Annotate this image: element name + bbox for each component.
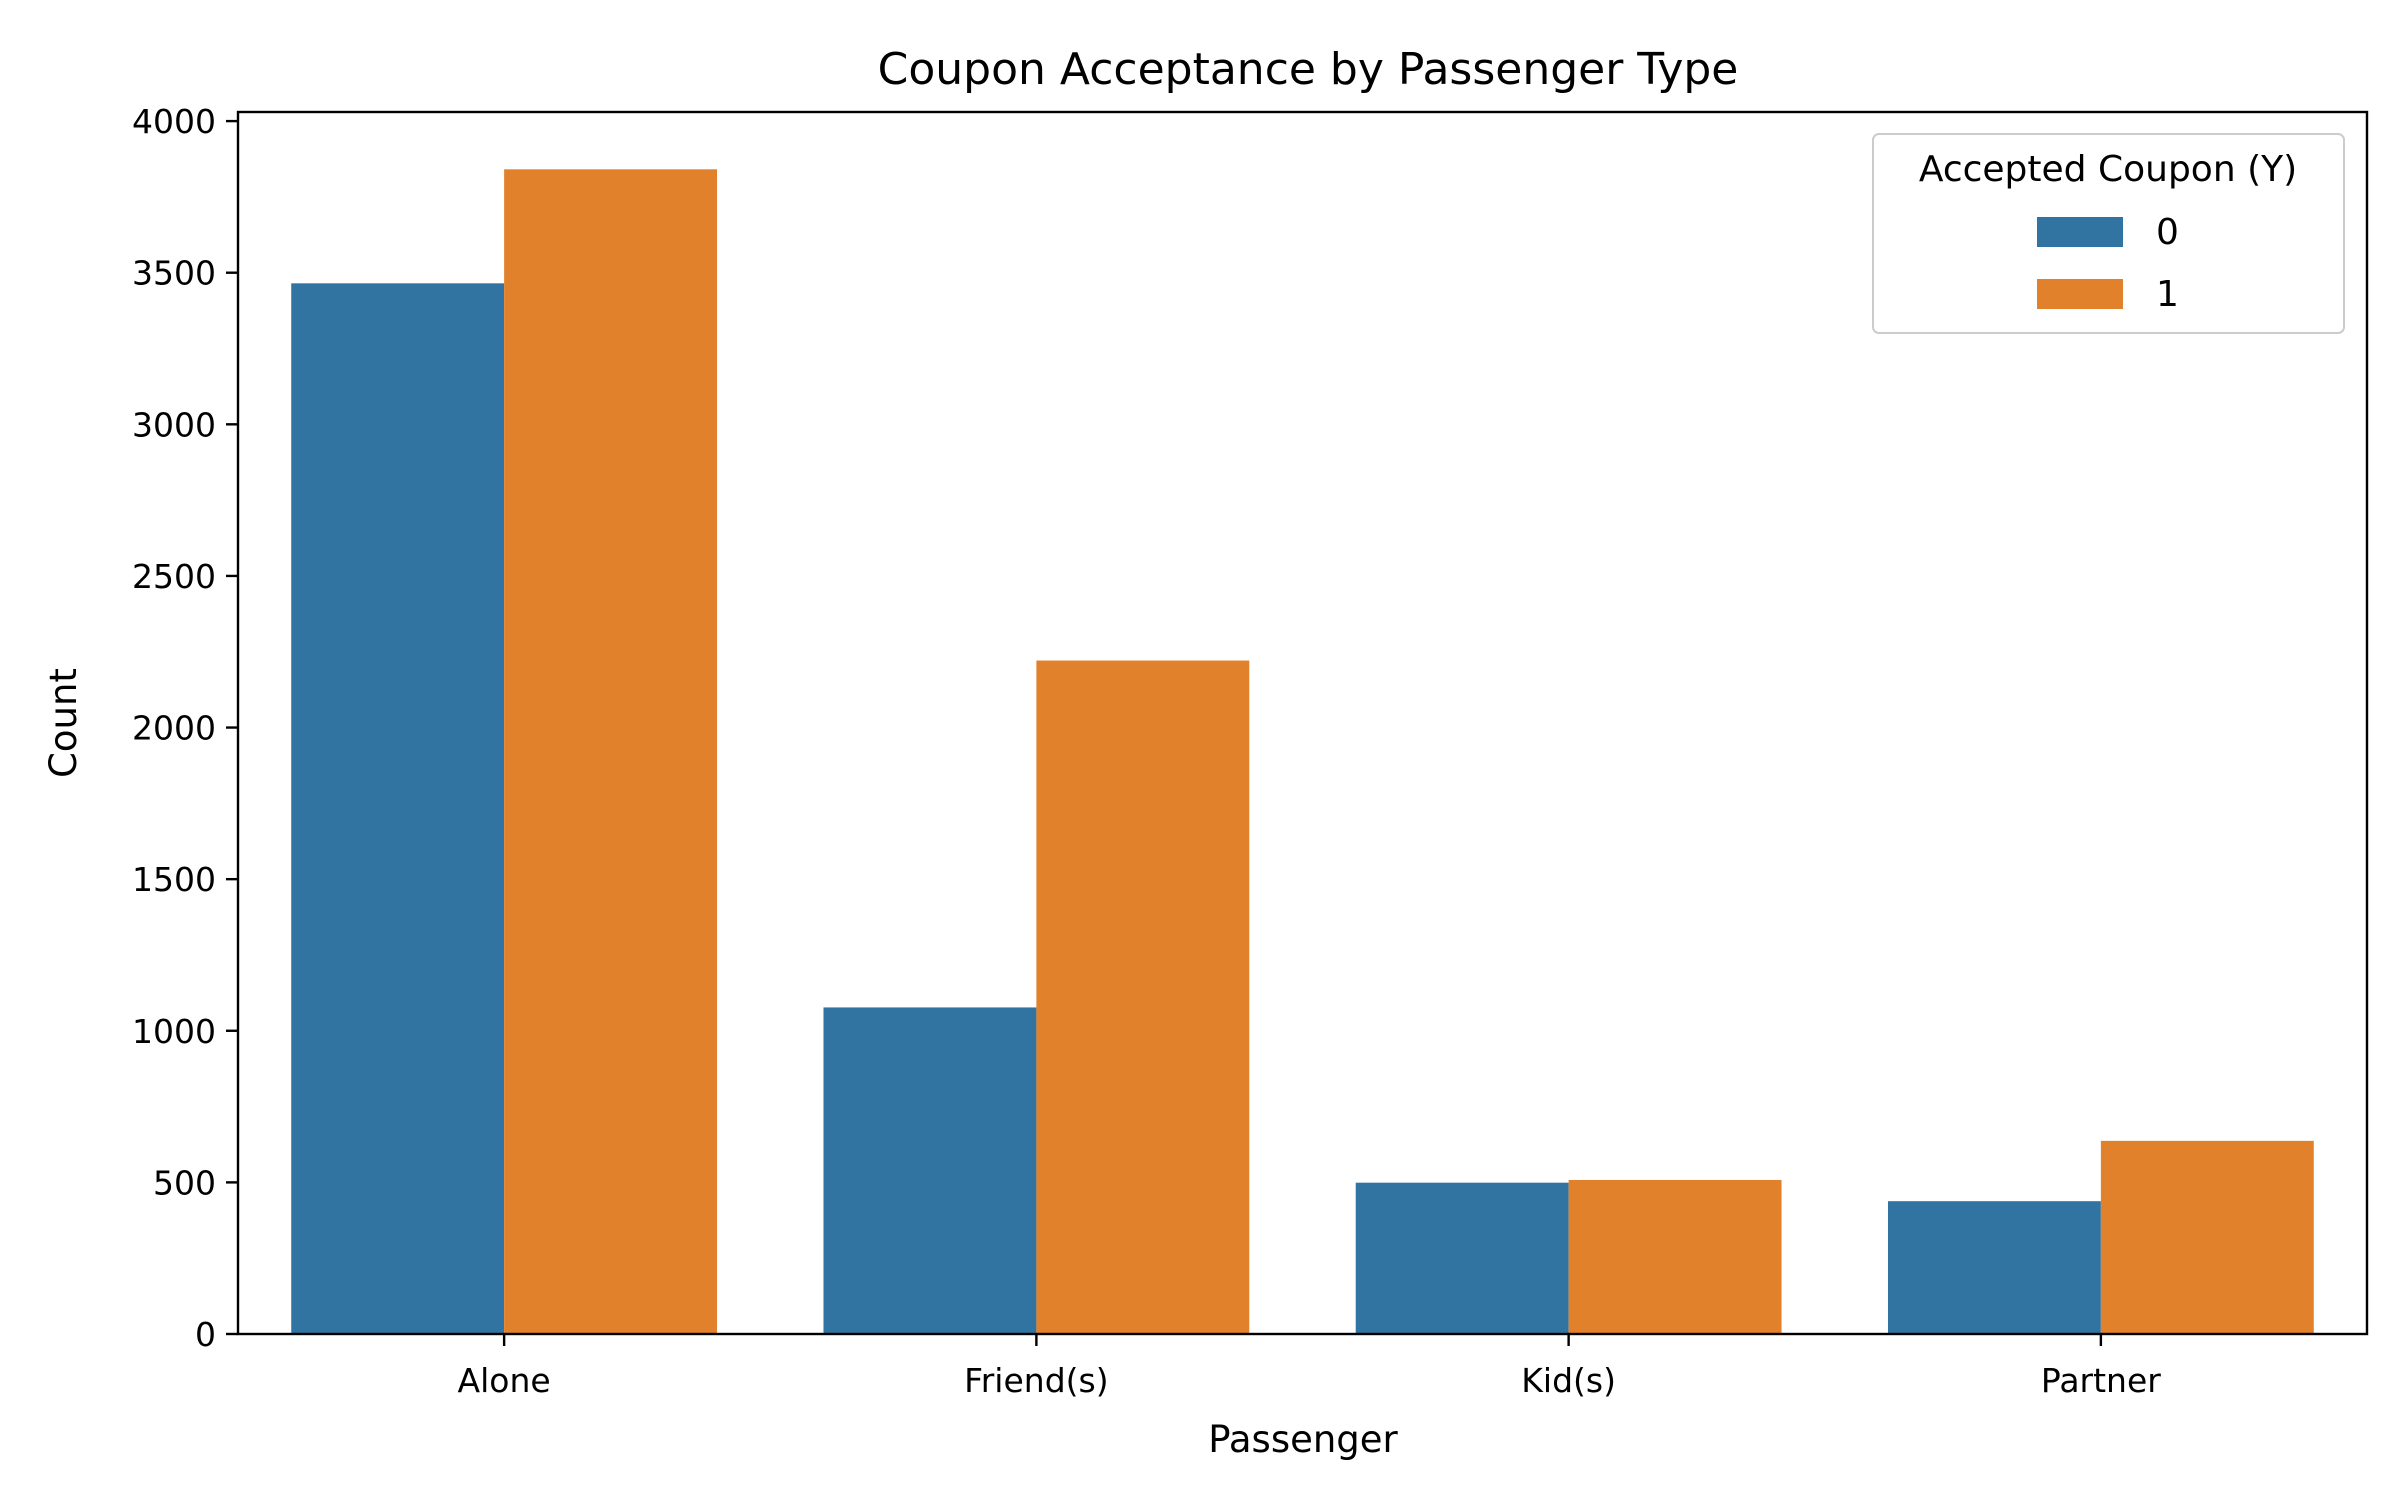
y-tick-label: 1000 <box>132 1012 216 1051</box>
plot-area-frame <box>236 110 2369 1336</box>
bar-partner-series-1 <box>2100 1140 2314 1334</box>
x-tick-label: Alone <box>458 1361 551 1400</box>
y-tick-label: 2500 <box>132 557 216 596</box>
chart-title: Coupon Acceptance by Passenger Type <box>878 44 1739 95</box>
y-tick-label: 3500 <box>132 254 216 293</box>
y-tick-label: 4000 <box>132 102 216 141</box>
x-axis-ticks: Alone Friend(s) Kid(s) Partner <box>458 1334 2161 1400</box>
y-tick-label: 3000 <box>132 405 216 444</box>
x-tick-label: Friend(s) <box>964 1361 1108 1400</box>
bar-friends-series-0 <box>823 1007 1037 1334</box>
bar-alone-series-1 <box>504 169 718 1334</box>
bar-friends-series-1 <box>1036 660 1250 1334</box>
bar-alone-series-0 <box>291 283 505 1334</box>
x-tick-label: Kid(s) <box>1521 1361 1616 1400</box>
x-axis-label: Passenger <box>1208 1418 1398 1461</box>
bar-partner-series-0 <box>1887 1201 2101 1334</box>
y-tick-label: 0 <box>195 1315 216 1354</box>
x-tick-label: Partner <box>2041 1361 2161 1400</box>
y-axis-ticks: 0 500 1000 1500 2000 2500 3000 3500 4000 <box>132 102 238 1354</box>
y-tick-label: 500 <box>153 1163 216 1202</box>
y-tick-label: 1500 <box>132 860 216 899</box>
bar-kids-series-0 <box>1355 1182 1569 1334</box>
y-tick-label: 2000 <box>132 709 216 748</box>
legend-swatch-1 <box>2037 279 2123 309</box>
legend-label-1: 1 <box>2156 274 2179 315</box>
legend-title: Accepted Coupon (Y) <box>1919 149 2297 190</box>
legend: Accepted Coupon (Y) 01 <box>1872 133 2345 334</box>
bar-kids-series-1 <box>1568 1179 1782 1334</box>
bars-layer <box>291 169 2314 1334</box>
legend-label-0: 0 <box>2156 212 2179 253</box>
legend-swatch-0 <box>2037 217 2123 247</box>
y-axis-label: Count <box>42 668 85 778</box>
legend-entries: 01 <box>2037 212 2179 315</box>
